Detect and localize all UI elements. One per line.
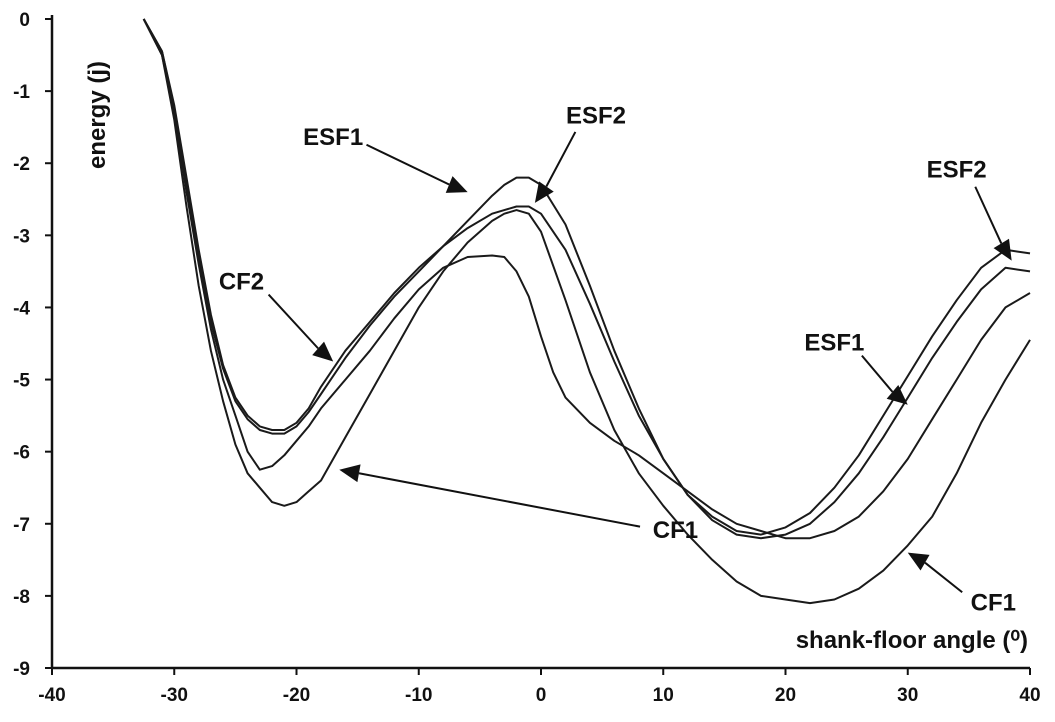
annotation-label: CF2 [219, 268, 264, 295]
y-tick-label: -8 [13, 587, 30, 608]
y-tick-label: -4 [13, 298, 30, 319]
y-tick-label: -2 [13, 154, 30, 175]
annotation-arrow-line [545, 131, 577, 187]
series-line-4 [142, 18, 1031, 536]
annotation-arrow-line [267, 293, 319, 350]
annotation-label: ESF1 [804, 330, 864, 357]
annotation-arrow-head [907, 552, 930, 571]
annotation-arrow-head [534, 181, 554, 203]
annotation-label: ESF1 [303, 124, 363, 151]
x-tick-label: -10 [405, 685, 432, 706]
y-tick-label: 0 [19, 10, 30, 31]
x-tick-label: -40 [38, 685, 65, 706]
annotation-arrow-head [445, 176, 468, 193]
series-line-3 [142, 18, 1031, 540]
annotation-label: ESF2 [566, 103, 626, 130]
y-tick-label: -6 [13, 443, 30, 464]
annotation-arrow-head [339, 464, 361, 483]
series-line-2 [142, 18, 1031, 540]
x-tick-label: -30 [161, 685, 188, 706]
annotation-arrow-line [358, 472, 641, 528]
y-tick-label: -5 [13, 371, 30, 392]
x-tick-label: 40 [1019, 685, 1040, 706]
annotation-arrow-line [366, 143, 450, 186]
y-tick-label: -7 [13, 515, 30, 536]
annotation-label: CF1 [971, 589, 1016, 616]
ticks-group: -40 -30 -20 -10 0 10 20 30 40 0 -1 -2 -3 -4 -5 -6 -7 -8 -9 [13, 10, 1040, 706]
annotation-arrow-head [312, 341, 334, 362]
y-axis-title: energy (j) [84, 61, 111, 169]
annotation-arrow-line [924, 561, 963, 594]
x-tick-label: 30 [897, 685, 918, 706]
annotation-label: ESF2 [927, 157, 987, 184]
series-line-1 [142, 18, 1031, 605]
annotation-arrow-head [993, 238, 1012, 261]
y-tick-label: -3 [13, 226, 30, 247]
annotation-arrow-head [886, 385, 908, 405]
annotation-arrow-line [861, 354, 894, 393]
x-tick-label: 20 [775, 685, 796, 706]
x-tick-label: 0 [536, 685, 547, 706]
annotation-arrow-line [974, 186, 1003, 244]
series-group [142, 18, 1031, 605]
x-tick-label: -20 [283, 685, 310, 706]
y-tick-label: -9 [13, 659, 30, 680]
x-tick-label: 10 [653, 685, 674, 706]
y-tick-label: -1 [13, 82, 30, 103]
annotations-group: ESF1 ESF2 CF2 CF1 ESF2 ESF1 CF1 [219, 103, 1016, 617]
annotation-label: CF1 [653, 517, 698, 544]
x-axis-title: shank-floor angle (⁰) [796, 627, 1028, 654]
